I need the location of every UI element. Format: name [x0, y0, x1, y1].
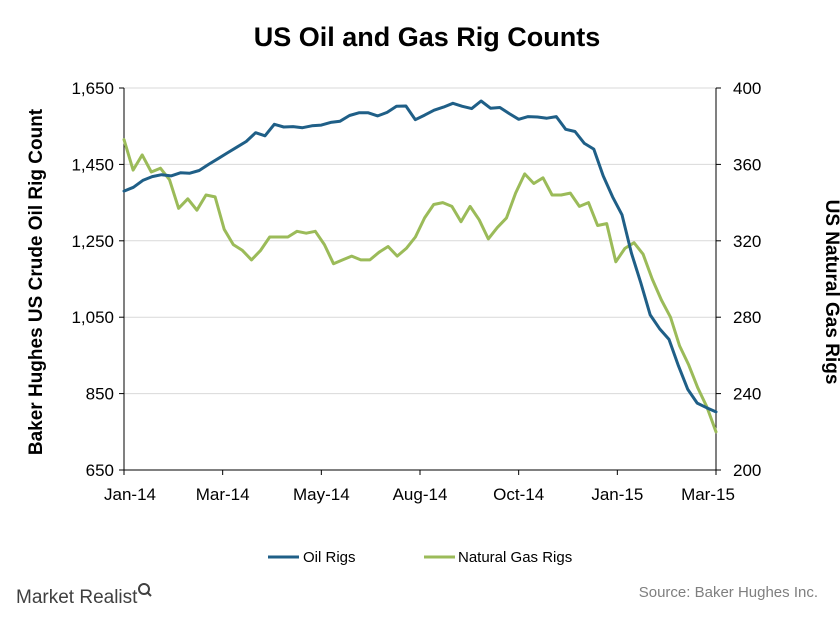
- right-ticks: 200 240 280 320 360 400: [716, 79, 761, 480]
- x-tick-label: Jan-14: [104, 485, 156, 504]
- legend: Oil Rigs Natural Gas Rigs: [268, 549, 572, 566]
- x-tick-label: Jan-15: [591, 485, 643, 504]
- right-tick-label: 240: [733, 385, 761, 404]
- series-layer: [122, 99, 718, 434]
- left-ticks: 650 850 1,050 1,250 1,450 1,650: [71, 79, 124, 480]
- right-tick-label: 360: [733, 155, 761, 174]
- left-tick-label: 850: [86, 385, 114, 404]
- right-tick-label: 200: [733, 461, 761, 480]
- x-tick-label: Oct-14: [493, 485, 544, 504]
- right-tick-label: 320: [733, 232, 761, 251]
- x-tick-label: Mar-14: [196, 485, 250, 504]
- right-tick-label: 400: [733, 79, 761, 98]
- natural-gas-rigs-line: [122, 138, 718, 434]
- left-tick-label: 1,250: [71, 232, 114, 251]
- x-tick-label: Mar-15: [681, 485, 735, 504]
- source-note: Source: Baker Hughes Inc.: [639, 584, 818, 601]
- left-axis-label: Baker Hughes US Crude Oil Rig Count: [26, 108, 47, 455]
- legend-oil-label: Oil Rigs: [303, 549, 356, 566]
- magnifier-icon: [138, 583, 152, 597]
- x-tick-label: Aug-14: [393, 485, 448, 504]
- legend-gas-label: Natural Gas Rigs: [458, 549, 572, 566]
- left-tick-label: 1,450: [71, 155, 114, 174]
- x-tick-label: May-14: [293, 485, 350, 504]
- chart-title: US Oil and Gas Rig Counts: [254, 22, 601, 52]
- left-tick-label: 1,650: [71, 79, 114, 98]
- right-axis-label: US Natural Gas Rigs: [821, 200, 840, 385]
- x-ticks: Jan-14 Mar-14 May-14 Aug-14 Oct-14 Jan-15 Mar-…: [104, 470, 735, 504]
- brand-logo: Market Realist: [16, 587, 138, 608]
- grid: [124, 87, 716, 395]
- left-tick-label: 650: [86, 461, 114, 480]
- right-tick-label: 280: [733, 308, 761, 327]
- oil-rigs-line: [122, 99, 718, 414]
- left-tick-label: 1,050: [71, 308, 114, 327]
